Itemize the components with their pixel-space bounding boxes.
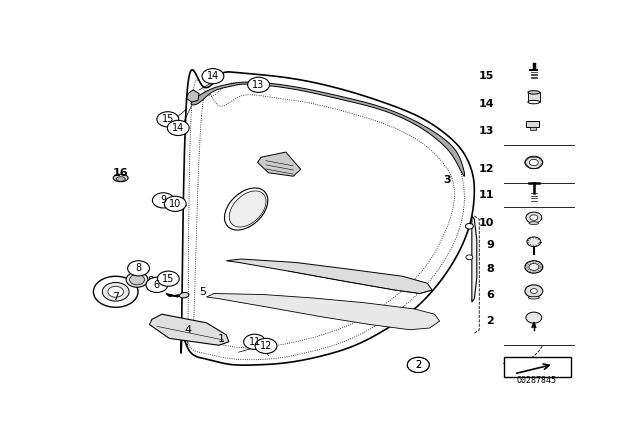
Text: 16: 16 bbox=[113, 168, 129, 178]
FancyBboxPatch shape bbox=[527, 121, 539, 127]
Circle shape bbox=[530, 215, 538, 220]
Ellipse shape bbox=[529, 296, 540, 299]
Polygon shape bbox=[227, 259, 432, 293]
Circle shape bbox=[525, 261, 543, 273]
Circle shape bbox=[248, 77, 269, 92]
Circle shape bbox=[408, 358, 429, 372]
Text: 12: 12 bbox=[260, 341, 272, 351]
Circle shape bbox=[526, 312, 542, 323]
Ellipse shape bbox=[229, 191, 266, 227]
Text: 2: 2 bbox=[415, 360, 421, 370]
Circle shape bbox=[157, 112, 179, 127]
Text: 9: 9 bbox=[160, 195, 166, 205]
Bar bbox=[530, 127, 536, 129]
Circle shape bbox=[129, 275, 145, 285]
Text: 15: 15 bbox=[162, 114, 174, 124]
Circle shape bbox=[244, 334, 266, 349]
Text: 11: 11 bbox=[479, 190, 494, 200]
Circle shape bbox=[152, 193, 174, 208]
Text: 6: 6 bbox=[154, 280, 160, 290]
Text: 15: 15 bbox=[479, 71, 494, 81]
Text: 13: 13 bbox=[252, 80, 265, 90]
Text: 6: 6 bbox=[486, 290, 494, 300]
Text: 8: 8 bbox=[486, 264, 494, 274]
Ellipse shape bbox=[116, 177, 125, 181]
Circle shape bbox=[526, 212, 542, 223]
Ellipse shape bbox=[113, 174, 128, 182]
Text: O0287845: O0287845 bbox=[517, 376, 557, 385]
Circle shape bbox=[525, 156, 543, 168]
Circle shape bbox=[102, 283, 129, 301]
Ellipse shape bbox=[528, 90, 540, 94]
Circle shape bbox=[146, 277, 168, 293]
Text: 14: 14 bbox=[479, 99, 494, 109]
Circle shape bbox=[167, 121, 189, 135]
Bar bbox=[504, 358, 571, 377]
Circle shape bbox=[531, 289, 538, 293]
Circle shape bbox=[108, 286, 124, 297]
Polygon shape bbox=[191, 82, 465, 176]
Text: 5: 5 bbox=[200, 288, 207, 297]
Text: 8: 8 bbox=[136, 263, 141, 273]
Text: 12: 12 bbox=[479, 164, 494, 174]
Text: 4: 4 bbox=[184, 325, 192, 336]
Circle shape bbox=[527, 237, 541, 246]
Text: 3: 3 bbox=[444, 175, 451, 185]
Text: 10: 10 bbox=[169, 199, 181, 209]
Circle shape bbox=[93, 276, 138, 307]
Circle shape bbox=[525, 285, 543, 297]
Polygon shape bbox=[207, 293, 440, 330]
Text: 7: 7 bbox=[112, 292, 119, 302]
Text: 2: 2 bbox=[486, 316, 494, 326]
Text: 9: 9 bbox=[486, 240, 494, 250]
Polygon shape bbox=[187, 90, 199, 102]
Circle shape bbox=[202, 69, 224, 84]
Polygon shape bbox=[472, 216, 477, 302]
Text: 10: 10 bbox=[479, 218, 494, 228]
Text: 2: 2 bbox=[415, 360, 421, 370]
Text: 1: 1 bbox=[218, 334, 225, 345]
Circle shape bbox=[164, 196, 186, 211]
Ellipse shape bbox=[528, 100, 540, 104]
Text: 14: 14 bbox=[207, 71, 219, 81]
Circle shape bbox=[465, 224, 474, 229]
Circle shape bbox=[529, 159, 538, 165]
Circle shape bbox=[529, 263, 539, 271]
Text: 15: 15 bbox=[162, 274, 175, 284]
Circle shape bbox=[126, 272, 148, 287]
Text: 11: 11 bbox=[248, 337, 260, 347]
Circle shape bbox=[255, 338, 277, 353]
Ellipse shape bbox=[179, 293, 189, 298]
Polygon shape bbox=[150, 314, 229, 345]
Circle shape bbox=[466, 255, 473, 260]
Bar bbox=[528, 92, 540, 102]
Text: 13: 13 bbox=[479, 126, 494, 136]
Text: 8: 8 bbox=[147, 276, 153, 286]
Ellipse shape bbox=[225, 188, 268, 230]
Polygon shape bbox=[257, 152, 301, 176]
Text: 14: 14 bbox=[172, 123, 184, 133]
Circle shape bbox=[408, 358, 429, 372]
Circle shape bbox=[157, 271, 179, 286]
Circle shape bbox=[127, 261, 150, 276]
Ellipse shape bbox=[529, 222, 539, 224]
